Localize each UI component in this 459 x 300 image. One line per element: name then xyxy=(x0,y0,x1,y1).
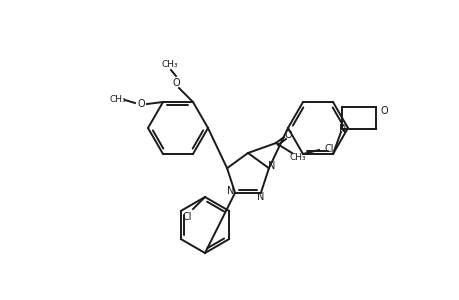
Text: N: N xyxy=(227,186,234,196)
Text: Cl: Cl xyxy=(324,144,333,154)
Text: Cl: Cl xyxy=(182,212,191,222)
Text: N: N xyxy=(257,192,264,202)
Text: O: O xyxy=(284,130,291,140)
Text: O: O xyxy=(137,99,145,109)
Text: O: O xyxy=(379,106,387,116)
Text: CH₃: CH₃ xyxy=(161,59,178,68)
Text: CH₃: CH₃ xyxy=(109,94,126,103)
Text: O: O xyxy=(172,78,179,88)
Text: CH₃: CH₃ xyxy=(289,152,306,161)
Text: N: N xyxy=(268,161,275,171)
Text: N: N xyxy=(339,124,346,134)
